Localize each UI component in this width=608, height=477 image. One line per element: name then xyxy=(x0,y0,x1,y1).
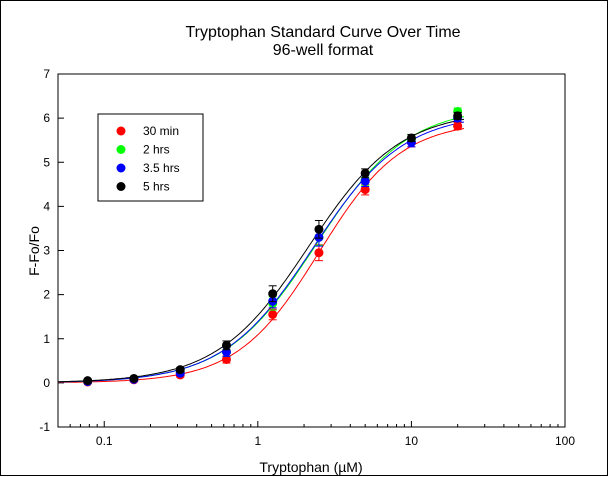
chart-subtitle: 96-well format xyxy=(273,42,374,59)
x-tick-label: 1 xyxy=(254,434,261,448)
data-point xyxy=(406,133,416,143)
legend-marker xyxy=(116,126,126,136)
axis-ticks: 0.1 1 10 100 -1 0 1 2 3 4 5 6 7 xyxy=(39,67,575,448)
legend-label: 5 hrs xyxy=(143,180,170,194)
legend-box xyxy=(97,113,204,202)
y-tick-label: 3 xyxy=(43,244,50,258)
data-point xyxy=(221,354,231,364)
data-point xyxy=(314,224,324,234)
chart-title: Tryptophan Standard Curve Over Time xyxy=(185,24,460,41)
data-point xyxy=(175,365,185,375)
data-point xyxy=(268,309,278,319)
legend-marker xyxy=(116,163,126,173)
legend-marker xyxy=(116,182,126,191)
fit-curve xyxy=(58,118,465,383)
data-point xyxy=(360,168,370,178)
y-tick-label: 1 xyxy=(43,332,50,346)
data-point xyxy=(360,176,370,186)
x-tick-label: 0.1 xyxy=(96,434,113,448)
fit-curve xyxy=(58,128,465,383)
x-axis-label: Tryptophan (µM) xyxy=(259,459,362,475)
data-point xyxy=(221,340,231,350)
legend-label: 2 hrs xyxy=(143,143,170,157)
data-point xyxy=(268,289,278,299)
data-points xyxy=(83,107,463,387)
x-tick-label: 100 xyxy=(555,434,575,448)
data-point xyxy=(129,373,139,383)
y-tick-label: 6 xyxy=(43,111,50,125)
legend: 30 min 2 hrs 3.5 hrs 5 hrs xyxy=(97,113,204,202)
data-point xyxy=(360,185,370,195)
y-tick-label: 4 xyxy=(43,199,50,213)
data-point xyxy=(453,121,463,131)
y-tick-label: 7 xyxy=(43,67,50,81)
data-point xyxy=(83,376,93,386)
data-point xyxy=(314,248,324,258)
legend-label: 3.5 hrs xyxy=(143,161,180,175)
fit-curves xyxy=(58,116,465,383)
legend-label: 30 min xyxy=(143,124,179,138)
y-axis-label: F-Fo/Fo xyxy=(26,226,42,276)
y-tick-label: 2 xyxy=(43,288,50,302)
legend-marker xyxy=(116,145,126,154)
data-point xyxy=(453,111,463,121)
y-tick-label: 5 xyxy=(43,155,50,169)
fit-curve xyxy=(58,121,465,383)
y-tick-label: 0 xyxy=(43,376,50,390)
y-tick-label: -1 xyxy=(39,420,50,434)
x-tick-label: 10 xyxy=(405,434,419,448)
